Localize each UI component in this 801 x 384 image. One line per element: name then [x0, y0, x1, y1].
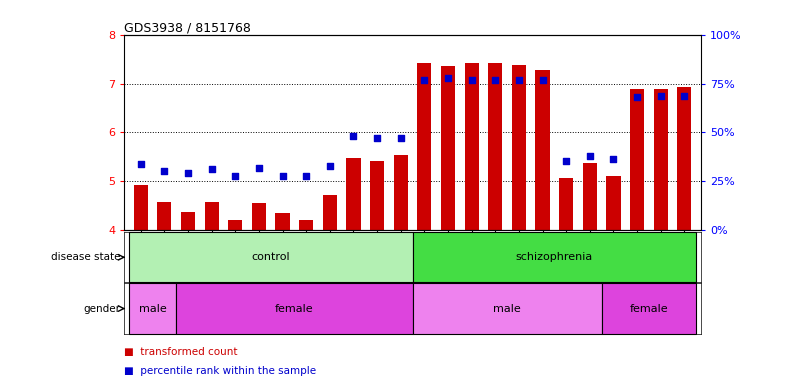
Bar — [413, 283, 602, 334]
Text: female: female — [275, 303, 314, 314]
Bar — [417, 63, 432, 230]
Point — [465, 76, 478, 83]
Text: gender: gender — [83, 303, 120, 314]
Point — [205, 166, 218, 172]
Point — [135, 161, 147, 167]
Bar — [228, 220, 243, 230]
Bar — [134, 185, 148, 230]
Bar — [654, 89, 668, 230]
Point — [654, 93, 667, 99]
Point — [583, 153, 596, 159]
Bar — [602, 283, 696, 334]
Point — [678, 93, 690, 99]
Point — [347, 133, 360, 139]
Bar — [582, 163, 597, 230]
Bar — [465, 63, 479, 230]
Bar — [370, 161, 384, 230]
Point — [394, 135, 407, 141]
Bar — [512, 65, 526, 230]
Bar — [535, 70, 549, 230]
Point — [276, 172, 289, 179]
Point — [158, 167, 171, 174]
Point — [371, 135, 384, 141]
Point — [607, 156, 620, 162]
Point — [560, 158, 573, 164]
Text: disease state: disease state — [50, 252, 120, 262]
Point — [300, 172, 312, 179]
Text: schizophrenia: schizophrenia — [516, 252, 593, 262]
Bar — [559, 177, 574, 230]
Text: ■  transformed count: ■ transformed count — [124, 347, 238, 357]
Point — [513, 76, 525, 83]
Bar — [129, 232, 413, 282]
Bar — [413, 232, 696, 282]
Point — [252, 165, 265, 171]
Point — [229, 172, 242, 179]
Bar — [276, 213, 290, 230]
Bar — [606, 175, 621, 230]
Bar — [346, 158, 360, 230]
Text: male: male — [139, 303, 167, 314]
Text: control: control — [252, 252, 290, 262]
Bar — [393, 154, 408, 230]
Text: GDS3938 / 8151768: GDS3938 / 8151768 — [124, 22, 251, 35]
Point — [441, 74, 454, 81]
Point — [324, 163, 336, 169]
Bar — [630, 89, 644, 230]
Bar — [157, 202, 171, 230]
Bar — [204, 202, 219, 230]
Bar — [299, 220, 313, 230]
Bar — [252, 204, 266, 230]
Point — [489, 76, 501, 83]
Bar — [323, 195, 337, 230]
Bar — [176, 283, 413, 334]
Bar — [488, 63, 502, 230]
Point — [182, 170, 195, 176]
Text: ■  percentile rank within the sample: ■ percentile rank within the sample — [124, 366, 316, 376]
Text: female: female — [630, 303, 668, 314]
Text: male: male — [493, 303, 521, 314]
Bar — [441, 66, 455, 230]
Point — [418, 76, 431, 83]
Bar — [129, 283, 176, 334]
Bar — [677, 88, 691, 230]
Point — [536, 76, 549, 83]
Bar — [181, 212, 195, 230]
Point — [630, 94, 643, 100]
